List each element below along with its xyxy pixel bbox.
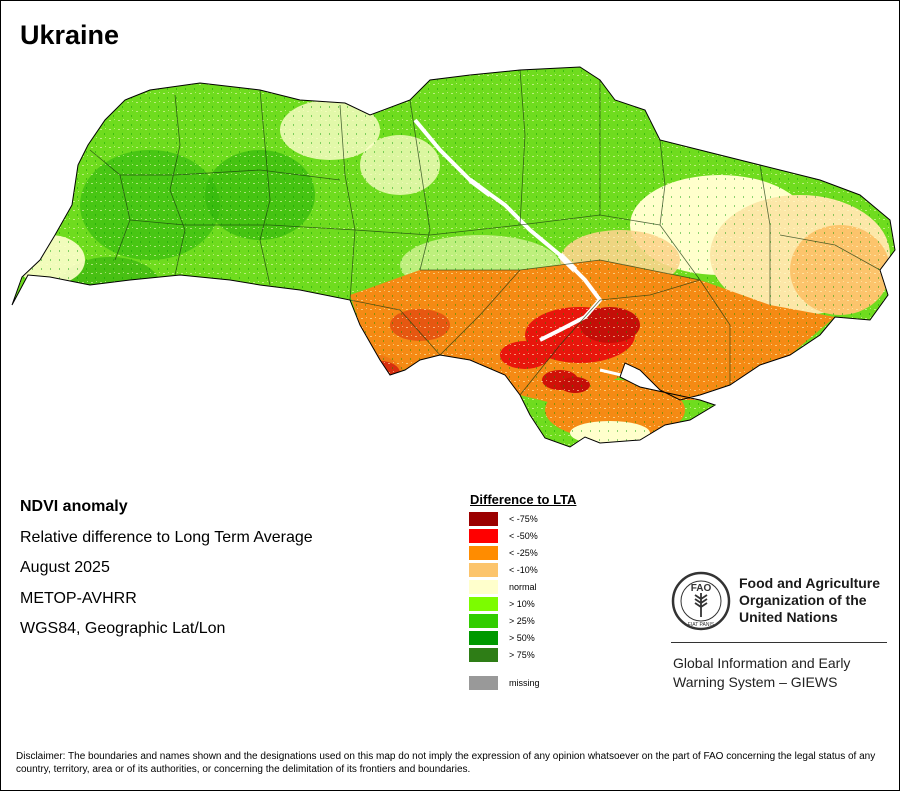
legend-label: missing xyxy=(509,678,540,688)
legend-swatch xyxy=(469,614,498,628)
legend-label: > 75% xyxy=(509,650,535,660)
legend-swatch xyxy=(469,648,498,662)
map-title: Ukraine xyxy=(20,20,120,50)
legend-label: < -50% xyxy=(509,531,538,541)
legend-label: normal xyxy=(509,582,537,592)
info-heading: NDVI anomaly xyxy=(20,498,128,515)
legend-swatch xyxy=(469,631,498,645)
legend-swatch xyxy=(469,676,498,690)
fao-name-line: United Nations xyxy=(739,609,838,625)
fao-name-line: Food and Agriculture xyxy=(739,575,881,591)
fao-logo-icon: FAO FIAT PANIS xyxy=(671,571,731,631)
ndvi-anomaly-map xyxy=(11,66,896,448)
legend-swatch xyxy=(469,563,498,577)
giews-line: Global Information and Early xyxy=(673,655,851,671)
fao-organization-name: Food and Agriculture Organization of the… xyxy=(739,575,880,626)
info-date: August 2025 xyxy=(20,559,110,576)
legend-label: < -10% xyxy=(509,565,538,575)
giews-caption: Global Information and Early Warning Sys… xyxy=(673,654,850,692)
info-sensor: METOP-AVHRR xyxy=(20,590,137,607)
legend-swatch xyxy=(469,580,498,594)
legend-swatch xyxy=(469,529,498,543)
svg-text:FAO: FAO xyxy=(691,583,712,594)
fao-name-line: Organization of the xyxy=(739,592,867,608)
disclaimer: Disclaimer: The boundaries and names sho… xyxy=(16,751,876,775)
giews-line: Warning System – GIEWS xyxy=(673,674,838,690)
legend-label: < -75% xyxy=(509,514,538,524)
legend-label: > 10% xyxy=(509,599,535,609)
legend-swatch xyxy=(469,512,498,526)
info-projection: WGS84, Geographic Lat/Lon xyxy=(20,620,226,637)
svg-text:FIAT PANIS: FIAT PANIS xyxy=(688,622,715,628)
divider xyxy=(671,642,887,643)
legend-label: > 50% xyxy=(509,633,535,643)
legend-label: > 25% xyxy=(509,616,535,626)
legend-title: Difference to LTA xyxy=(470,492,577,507)
legend-label: < -25% xyxy=(509,548,538,558)
legend-swatch xyxy=(469,597,498,611)
info-description: Relative difference to Long Term Average xyxy=(20,529,313,546)
legend-swatch xyxy=(469,546,498,560)
